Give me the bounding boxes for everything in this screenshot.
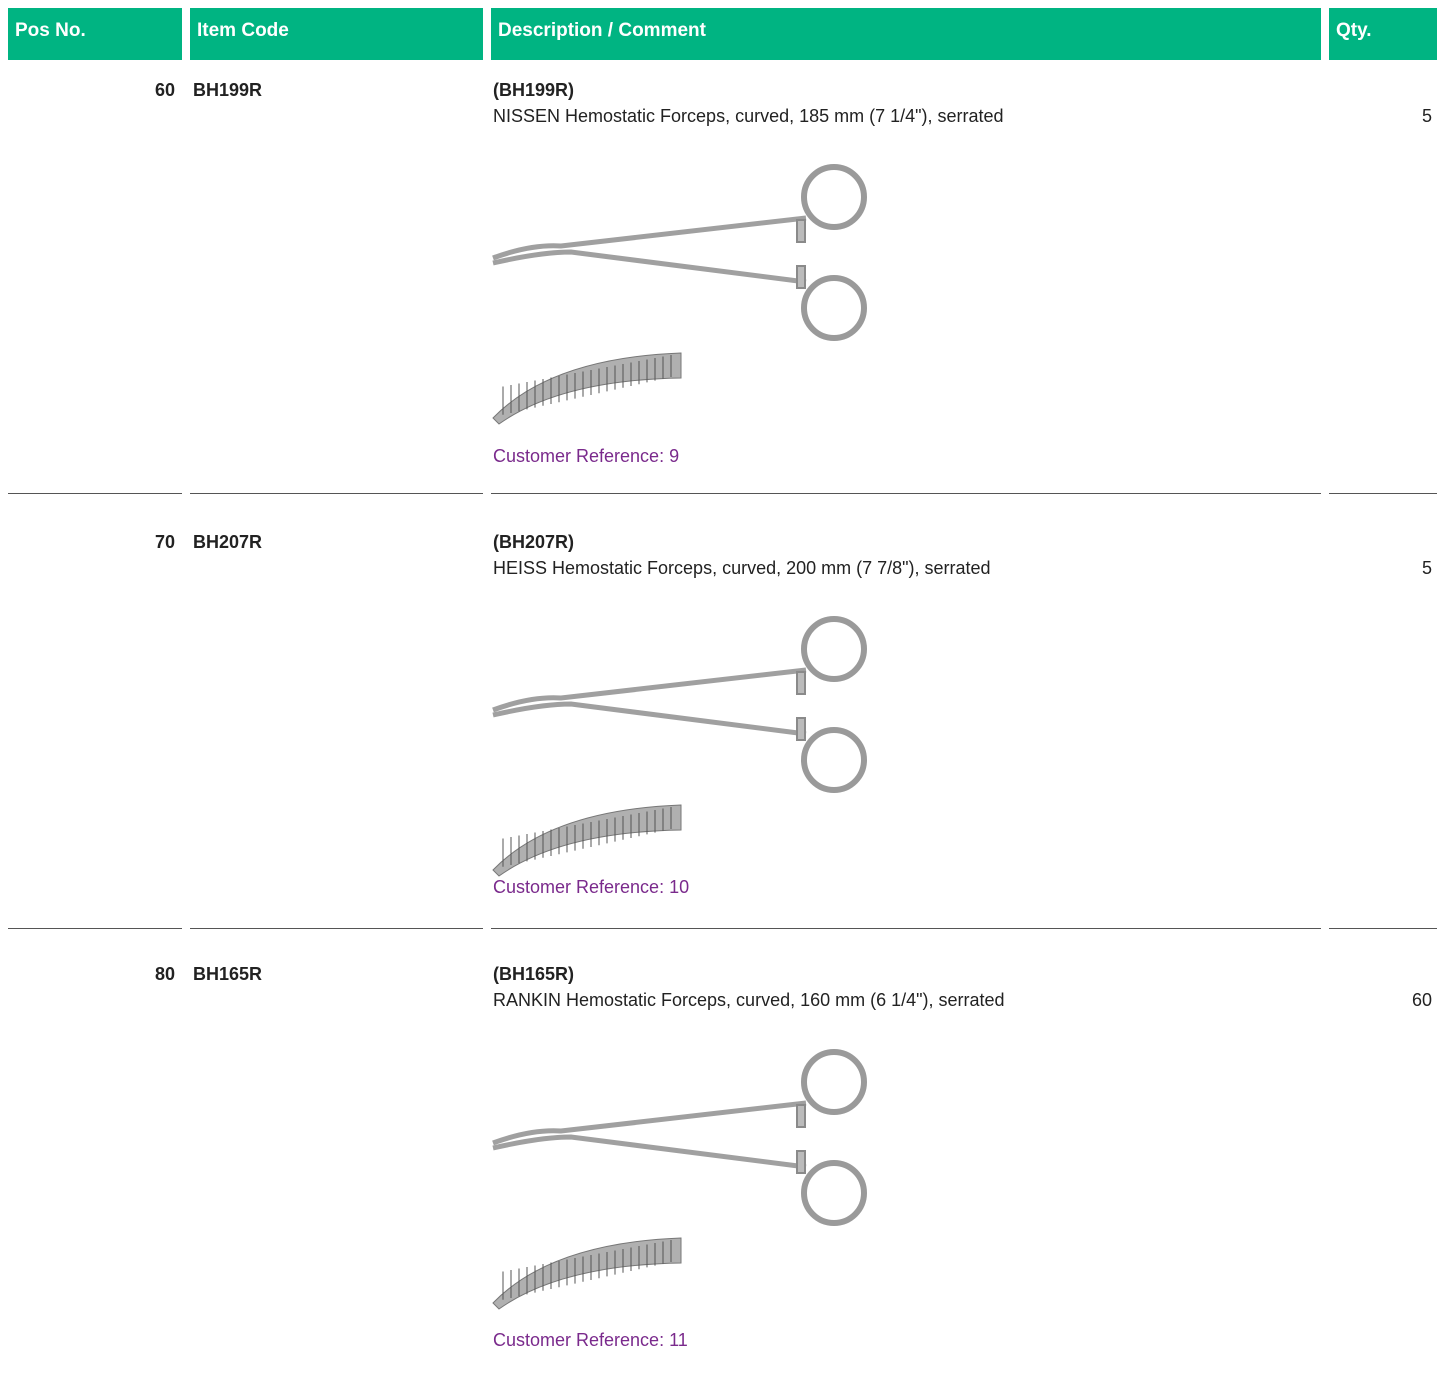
header-cell: Item Code [190, 8, 483, 60]
description: RANKIN Hemostatic Forceps, curved, 160 m… [493, 990, 1005, 1010]
qty: 5 [1421, 106, 1432, 126]
description: HEISS Hemostatic Forceps, curved, 200 mm… [493, 558, 991, 578]
row-separator [190, 493, 483, 494]
row-separator [491, 928, 1321, 929]
row-separator [8, 928, 182, 929]
code-line: (BH207R) [493, 532, 575, 552]
header-cell: Pos No. [8, 8, 182, 60]
qty: 60 [1411, 990, 1432, 1010]
row-separator [8, 493, 182, 494]
code-line: (BH165R) [493, 964, 575, 984]
customer-reference: Customer Reference: 9 [493, 446, 680, 466]
customer-reference: Customer Reference: 11 [493, 1330, 688, 1350]
row-separator [190, 928, 483, 929]
code-line: (BH199R) [493, 80, 575, 100]
row-separator [1329, 928, 1437, 929]
pos-no: 80 [154, 964, 175, 984]
qty: 5 [1421, 558, 1432, 578]
pos-no: 70 [154, 532, 175, 552]
item-code: BH165R [193, 964, 263, 984]
pos-no: 60 [154, 80, 175, 100]
item-code: BH199R [193, 80, 263, 100]
product-image [492, 1049, 867, 1310]
product-image [492, 164, 867, 425]
row-separator [491, 493, 1321, 494]
description: NISSEN Hemostatic Forceps, curved, 185 m… [493, 106, 1004, 126]
row-separator [1329, 493, 1437, 494]
item-code: BH207R [193, 532, 263, 552]
header-cell: Qty. [1329, 8, 1437, 60]
header-cell: Description / Comment [491, 8, 1321, 60]
customer-reference: Customer Reference: 10 [493, 877, 690, 897]
product-image [492, 616, 867, 877]
